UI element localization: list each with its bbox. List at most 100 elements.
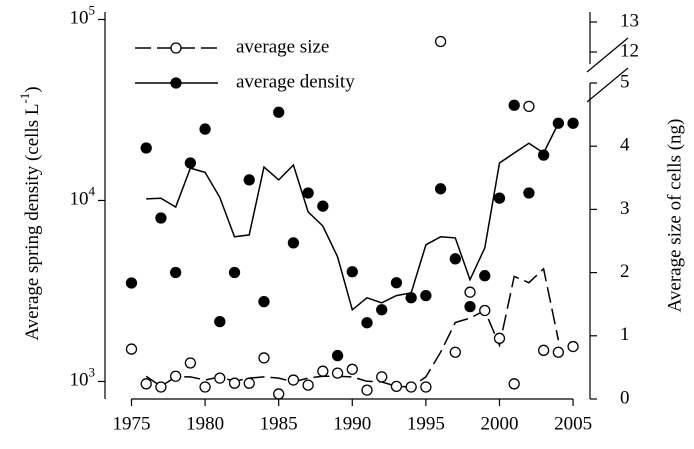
data-point (184, 357, 197, 369)
x-tick-label: 2005 (554, 413, 592, 434)
y2-tick-label: 0 (620, 387, 630, 408)
data-point (434, 183, 447, 195)
data-point (567, 340, 579, 353)
data-point (214, 316, 226, 328)
data-point (228, 266, 241, 279)
x-tick-label: 1975 (112, 413, 150, 434)
data-point (434, 35, 447, 48)
legend-label: average size (236, 36, 329, 57)
legend-label: average density (236, 71, 355, 92)
data-point (405, 381, 417, 393)
y2-tick-label: 12 (620, 40, 639, 61)
x-tick-label: 1990 (333, 413, 371, 434)
data-point (493, 332, 506, 344)
data-point (552, 346, 565, 358)
data-point (449, 253, 461, 265)
data-point (479, 304, 491, 317)
data-point (228, 377, 241, 389)
y-axis-label-part: ) (22, 86, 43, 92)
data-point (420, 289, 432, 302)
data-point (273, 388, 285, 400)
y2-axis-label: Average size of cells (ng) (664, 119, 685, 313)
y-tick-label: 103 (70, 364, 96, 390)
y2-tick-label: 3 (620, 198, 630, 219)
y-axis-label-part: Average spring density (cells L (22, 104, 43, 341)
data-point (140, 142, 152, 154)
y2-tick-label: 13 (620, 10, 639, 31)
y-axis-label-part: -1 (17, 93, 32, 104)
average-line (146, 122, 560, 312)
data-point (273, 106, 285, 118)
data-point (361, 384, 373, 396)
data-point (258, 296, 270, 308)
tick-exponent: 3 (89, 364, 96, 379)
data-point (125, 343, 138, 355)
data-point (405, 292, 417, 304)
tick-exponent: 5 (89, 2, 96, 17)
legend-marker (170, 42, 182, 54)
data-point (331, 367, 344, 379)
data-point (508, 99, 520, 111)
y2-tick-label: 1 (620, 324, 630, 345)
data-point (125, 277, 138, 289)
data-point (464, 286, 476, 298)
x-tick-label: 1995 (407, 413, 445, 434)
data-point (420, 381, 432, 393)
data-point (508, 378, 520, 390)
data-point (376, 304, 388, 316)
data-point (346, 363, 358, 375)
data-point (567, 117, 579, 129)
y-tick-label: 105 (70, 2, 96, 28)
axis-break (586, 37, 629, 73)
data-point (155, 212, 167, 224)
y2-tick-label: 5 (620, 71, 630, 92)
data-point (346, 266, 358, 278)
tick-base: 10 (70, 8, 89, 29)
y2-tick-label: 4 (620, 135, 630, 156)
x-tick-label: 1985 (260, 413, 298, 434)
data-point (302, 379, 314, 391)
data-point (199, 123, 211, 135)
data-point (361, 317, 373, 329)
tick-base: 10 (70, 189, 89, 210)
data-point (479, 270, 491, 282)
y2-tick-label: 2 (620, 261, 630, 282)
data-point (552, 117, 565, 129)
data-point (199, 381, 211, 393)
x-tick-label: 1980 (186, 413, 224, 434)
data-point (258, 352, 270, 364)
data-point (214, 372, 226, 384)
data-point (537, 344, 550, 356)
x-tick-label: 2000 (480, 413, 518, 434)
legend-marker (170, 77, 182, 89)
data-point (287, 374, 300, 386)
data-point (170, 370, 182, 382)
tick-base: 10 (70, 370, 89, 391)
data-point (331, 349, 344, 362)
data-point (243, 377, 255, 389)
data-point (376, 371, 388, 383)
data-point (243, 174, 255, 186)
data-point (317, 200, 329, 212)
data-point (523, 100, 535, 113)
y-axis-label: Average spring density (cells L-1) (17, 86, 43, 340)
data-point (390, 380, 403, 393)
tick-exponent: 4 (89, 183, 96, 198)
y-tick-label: 104 (70, 183, 96, 209)
data-point (449, 346, 461, 358)
data-point (317, 365, 329, 377)
data-point (390, 277, 403, 289)
data-point (184, 157, 197, 169)
data-point (155, 381, 167, 393)
data-point (140, 378, 152, 390)
data-point (464, 301, 476, 313)
data-point (287, 237, 300, 249)
data-point (493, 192, 506, 204)
data-point (523, 187, 535, 199)
data-point (302, 187, 314, 199)
axis-break (586, 67, 629, 103)
data-point (537, 149, 550, 161)
data-point (170, 266, 182, 279)
